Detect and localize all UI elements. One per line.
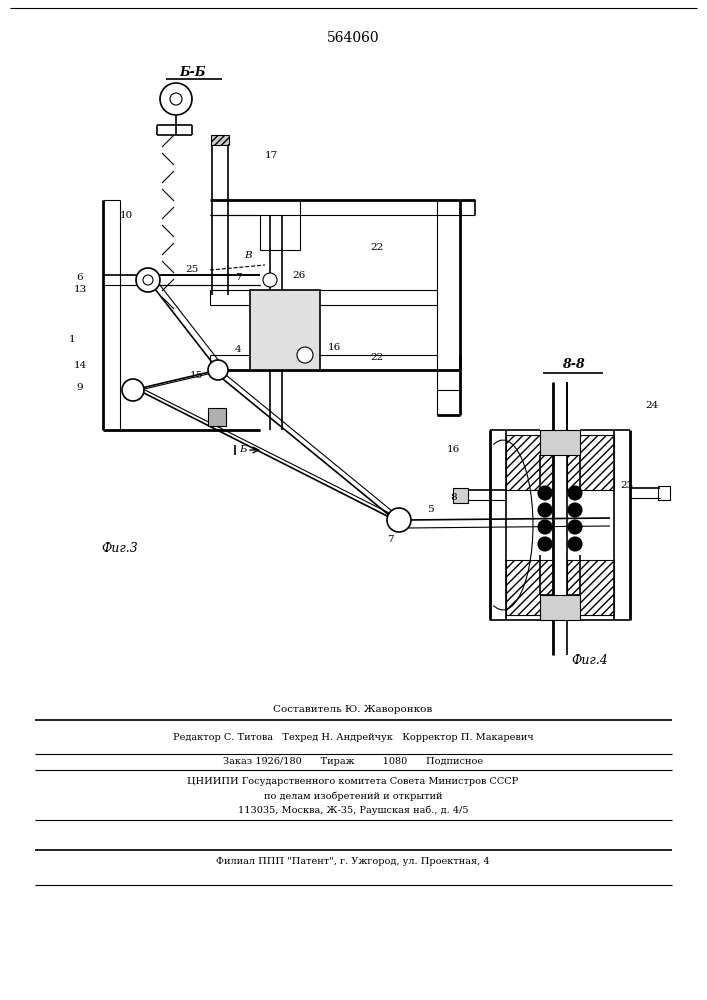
Text: 8-8: 8-8 (561, 359, 585, 371)
Bar (250, 290, 320, 370)
Bar (567, 435, 614, 490)
Circle shape (297, 347, 313, 363)
Bar (211, 135, 229, 145)
Text: 25: 25 (185, 265, 199, 274)
Text: 4: 4 (235, 346, 242, 355)
Text: 17: 17 (265, 150, 279, 159)
Text: 6: 6 (76, 273, 83, 282)
Text: ЦНИИПИ Государственного комитета Совета Министров СССР: ЦНИИПИ Государственного комитета Совета … (187, 778, 519, 786)
Circle shape (170, 93, 182, 105)
Text: 5: 5 (427, 506, 433, 514)
Circle shape (538, 520, 552, 534)
Circle shape (568, 520, 582, 534)
Text: 8: 8 (450, 492, 457, 502)
Text: 15: 15 (190, 370, 203, 379)
Text: 14: 14 (74, 360, 87, 369)
Bar (540, 595, 580, 620)
Text: Фиг.3: Фиг.3 (102, 542, 139, 554)
Circle shape (122, 379, 144, 401)
Circle shape (538, 503, 552, 517)
Text: 113035, Москва, Ж-35, Раушская наб., д. 4/5: 113035, Москва, Ж-35, Раушская наб., д. … (238, 805, 468, 815)
Text: 564060: 564060 (327, 31, 380, 45)
Text: по делам изобретений и открытий: по делам изобретений и открытий (264, 791, 443, 801)
Text: 7: 7 (235, 272, 241, 282)
Text: Филиал ППП "Патент", г. Ужгород, ул. Проектная, 4: Филиал ППП "Патент", г. Ужгород, ул. Про… (216, 857, 490, 866)
Text: 23: 23 (620, 481, 633, 489)
Text: 26: 26 (292, 270, 305, 279)
Text: Заказ 1926/180      Тираж         1080      Подписное: Заказ 1926/180 Тираж 1080 Подписное (223, 758, 483, 766)
Text: 22: 22 (370, 354, 383, 362)
Text: 7: 7 (387, 536, 393, 544)
Bar (453, 488, 468, 503)
Circle shape (568, 503, 582, 517)
Circle shape (568, 537, 582, 551)
Circle shape (143, 275, 153, 285)
Text: 16: 16 (328, 344, 341, 353)
Bar (208, 408, 226, 426)
Text: 12: 12 (540, 508, 554, 516)
Text: 9: 9 (76, 383, 83, 392)
Circle shape (208, 360, 228, 380)
Text: Редактор С. Титова   Техред Н. Андрейчук   Корректор П. Макаревич: Редактор С. Титова Техред Н. Андрейчук К… (173, 734, 533, 742)
Bar (506, 560, 553, 615)
Circle shape (136, 268, 160, 292)
Circle shape (538, 486, 552, 500)
Text: Б-Б: Б-Б (180, 66, 206, 79)
Circle shape (538, 537, 552, 551)
Circle shape (160, 83, 192, 115)
Text: Составитель Ю. Жаворонков: Составитель Ю. Жаворонков (274, 706, 433, 714)
Bar (658, 486, 670, 500)
Text: 22: 22 (370, 242, 383, 251)
Bar (567, 560, 614, 615)
Text: 16: 16 (447, 446, 460, 454)
Circle shape (387, 508, 411, 532)
Bar (540, 430, 580, 455)
Text: 24: 24 (645, 400, 658, 410)
Text: В: В (244, 250, 252, 259)
Text: 13: 13 (74, 286, 87, 294)
Text: Б: Б (239, 446, 247, 454)
Circle shape (568, 486, 582, 500)
Bar (506, 435, 553, 490)
Circle shape (263, 273, 277, 287)
Text: 1: 1 (69, 336, 76, 344)
Text: 10: 10 (120, 211, 133, 220)
Text: Фиг.4: Фиг.4 (572, 654, 609, 666)
